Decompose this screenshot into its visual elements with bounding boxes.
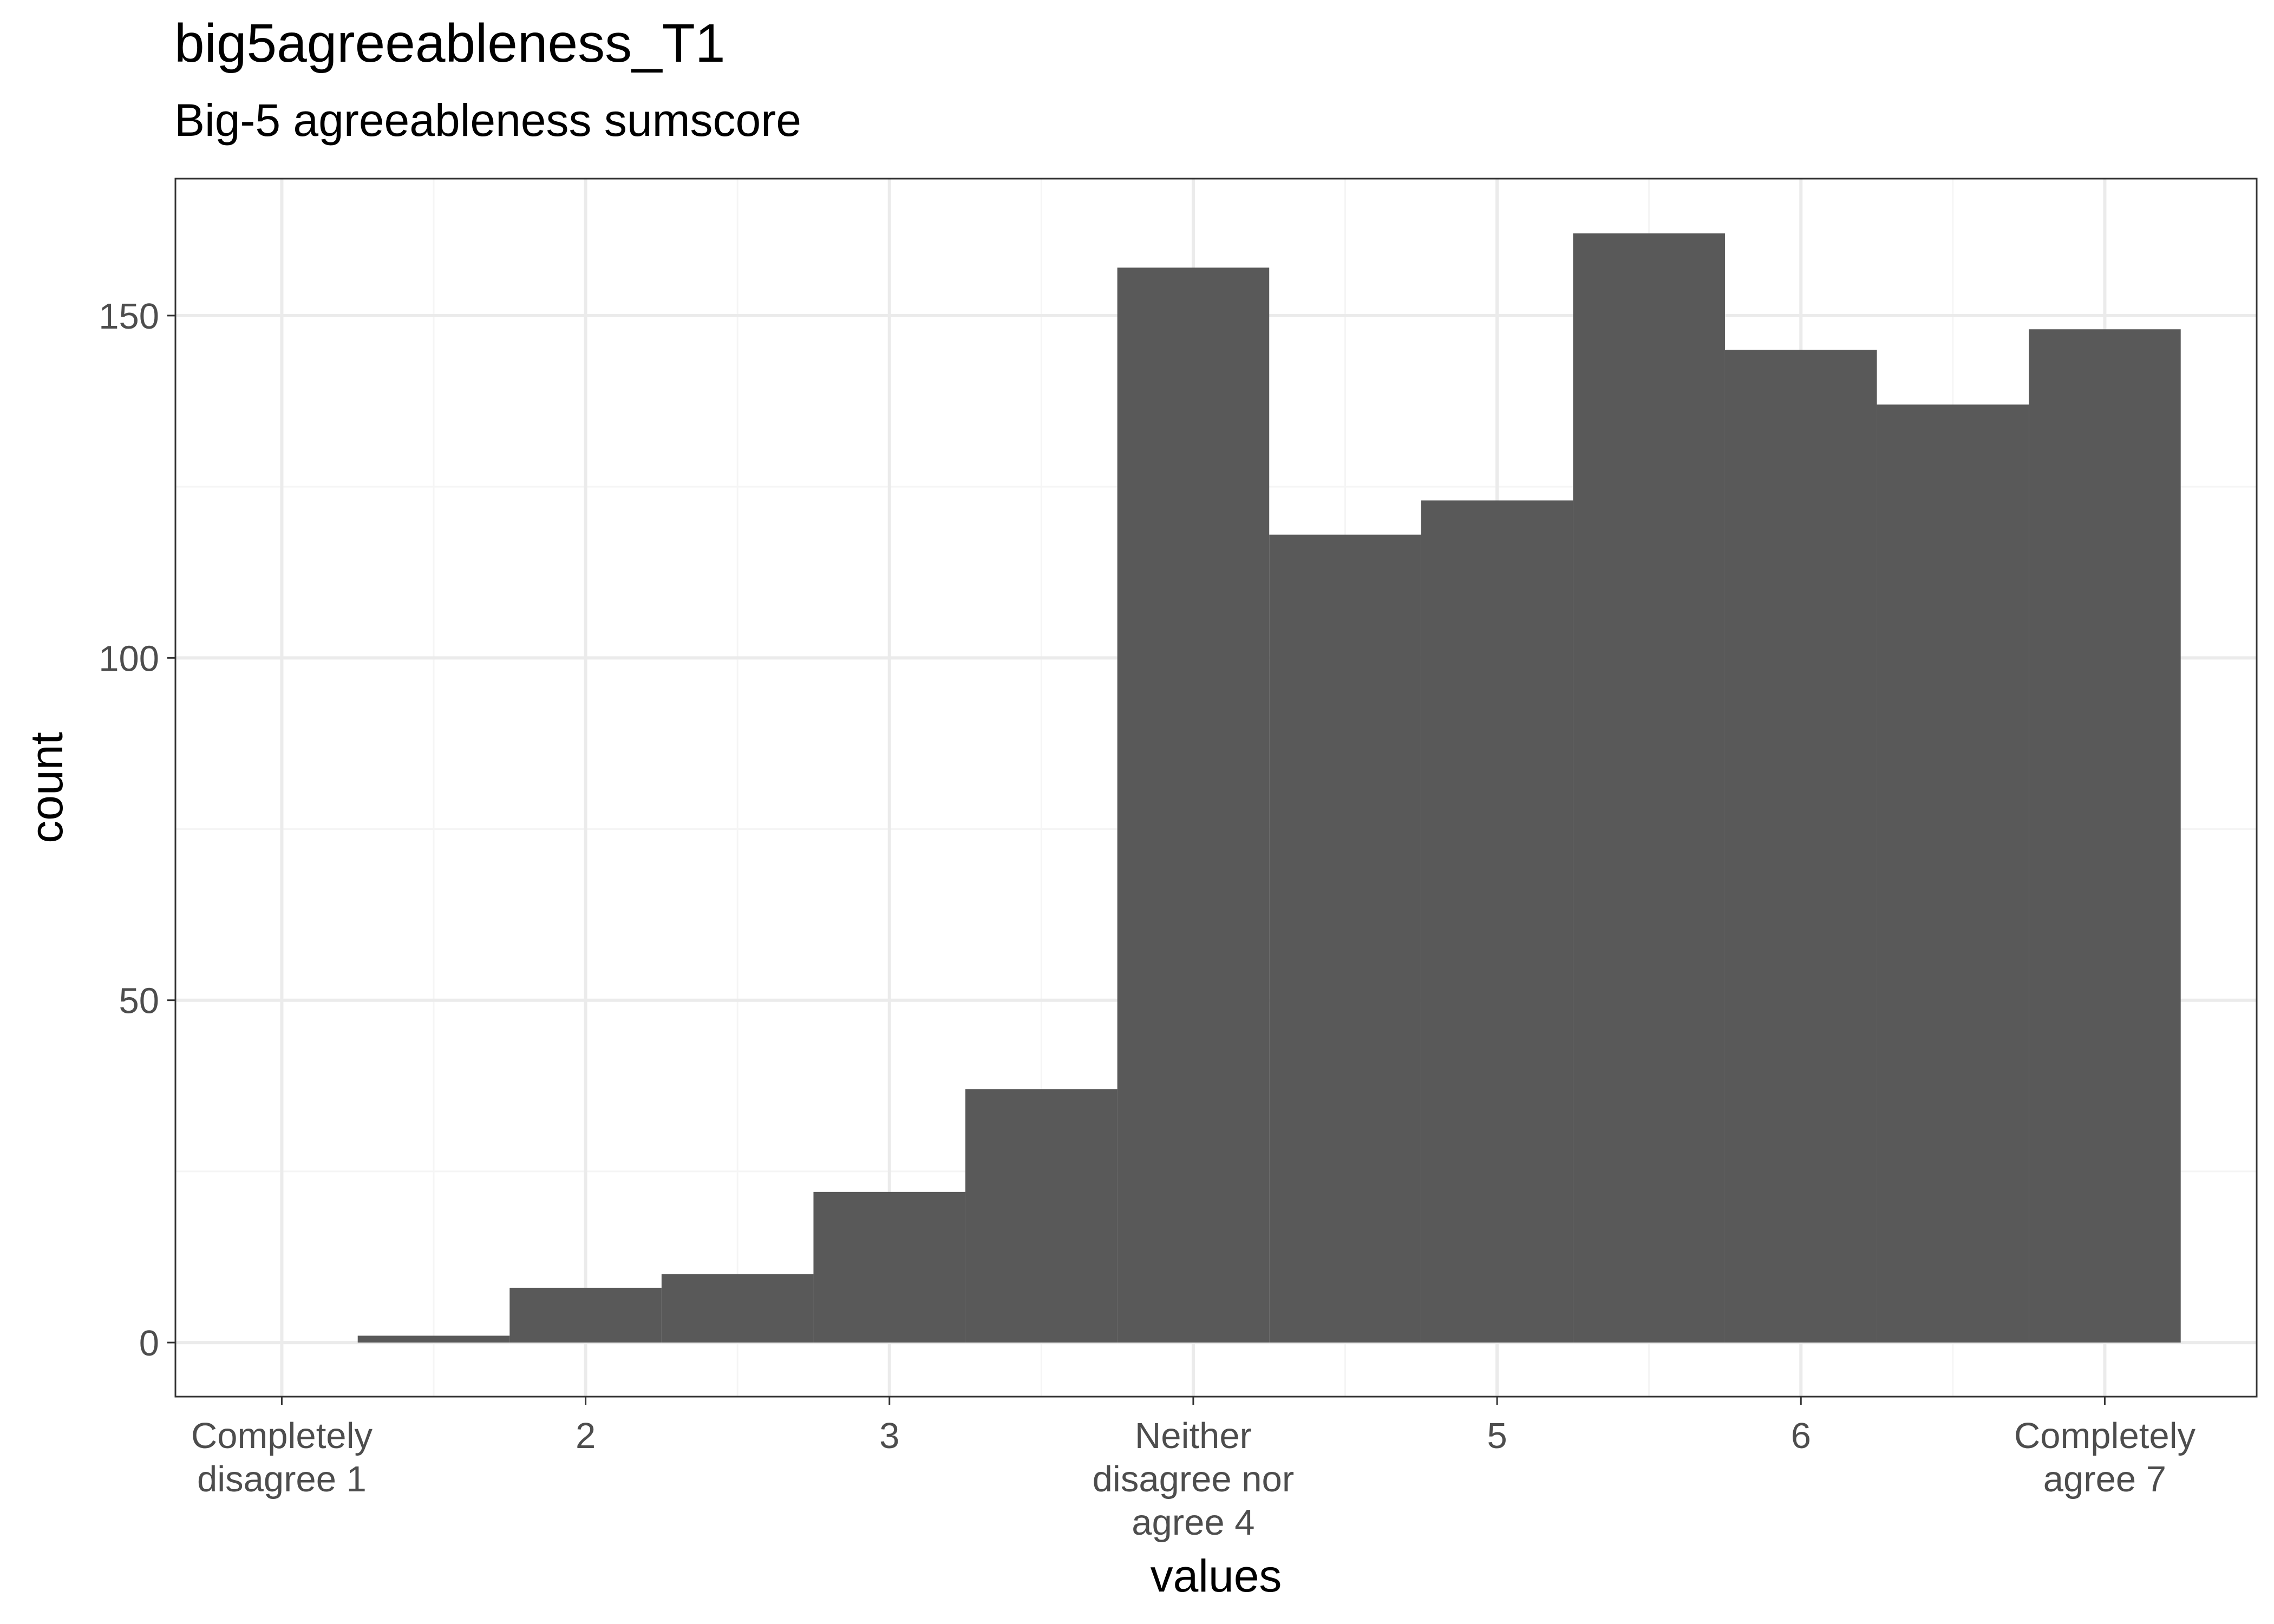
histogram-bar [1724, 350, 1877, 1343]
x-tick-label-line: Completely [2014, 1416, 2196, 1456]
y-axis-title: count [21, 732, 72, 843]
y-tick-label: 50 [119, 981, 159, 1021]
x-tick-label-line: 3 [879, 1416, 899, 1456]
y-tick-label: 150 [99, 296, 159, 337]
x-tick-label-line: disagree nor [1093, 1459, 1294, 1499]
axis-ticks [167, 315, 2106, 1405]
x-tick-label-line: 5 [1487, 1416, 1507, 1456]
x-tick-label: Neither disagree nor agree 4 [1093, 1416, 1294, 1543]
x-tick-label: 6 [1791, 1416, 1811, 1456]
histogram-bar [509, 1287, 662, 1343]
histogram-bar [965, 1089, 1118, 1343]
histogram-bar [357, 1335, 510, 1343]
histogram-bar [661, 1274, 814, 1343]
histogram-bar [1421, 500, 1573, 1343]
histogram-bar [2029, 329, 2181, 1343]
x-tick-label: 3 [879, 1416, 899, 1456]
x-axis-tick-labels: Completely disagree 12 3 Neither disagree no… [191, 1416, 2196, 1543]
histogram-bar [1117, 267, 1270, 1343]
chart-subtitle: Big-5 agreeableness sumscore [174, 95, 801, 146]
y-tick-label: 0 [139, 1323, 159, 1364]
histogram-bar [1573, 233, 1725, 1343]
x-tick-label-line: 2 [576, 1416, 596, 1456]
chart-title: big5agreeableness_T1 [174, 13, 726, 74]
histogram-bar [1269, 534, 1421, 1343]
x-tick-label-line: agree 4 [1132, 1502, 1254, 1543]
x-tick-label: Completely agree 7 [2014, 1416, 2196, 1499]
x-axis-title: values [1151, 1550, 1282, 1601]
panel-border [174, 178, 2258, 1398]
y-axis-tick-labels: 0 50 100 150 [99, 296, 159, 1364]
x-tick-label-line: 6 [1791, 1416, 1811, 1456]
histogram-bar [1877, 404, 2029, 1343]
x-tick-label-line: Completely [191, 1416, 373, 1456]
x-tick-label: 2 [576, 1416, 596, 1456]
x-tick-label-line: agree 7 [2043, 1459, 2166, 1499]
histogram-bars [357, 233, 2181, 1343]
y-tick-label: 100 [99, 638, 159, 679]
x-tick-label: 5 [1487, 1416, 1507, 1456]
x-tick-label-line: Neither [1135, 1416, 1252, 1456]
x-tick-label: Completely disagree 1 [191, 1416, 373, 1499]
x-tick-label-line: disagree 1 [197, 1459, 367, 1499]
histogram-bar [813, 1191, 966, 1343]
